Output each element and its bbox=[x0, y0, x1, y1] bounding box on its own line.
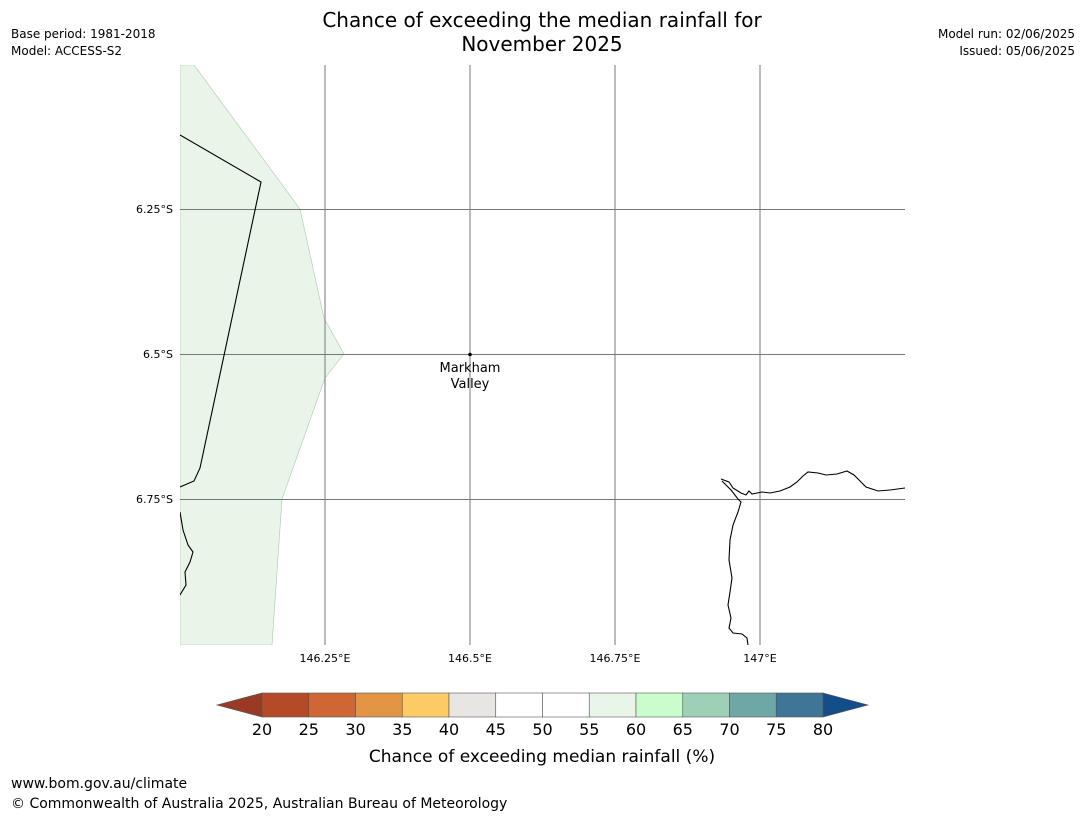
graticule bbox=[180, 65, 905, 645]
footer: www.bom.gov.au/climate © Commonwealth of… bbox=[11, 774, 507, 814]
colorbar-segment bbox=[261, 692, 310, 718]
longitude-label-147: 147°E bbox=[743, 652, 776, 665]
coastline-west bbox=[180, 511, 194, 596]
copyright-notice: © Commonwealth of Australia 2025, Austra… bbox=[11, 796, 508, 812]
colorbar-segment bbox=[308, 692, 356, 718]
map-title: Chance of exceeding the median rainfall … bbox=[242, 8, 842, 56]
colorbar-tick-label: 45 bbox=[486, 720, 506, 739]
latitude-label-6-75: 6.75°S bbox=[136, 493, 173, 506]
colorbar-tick-label: 35 bbox=[392, 720, 412, 739]
colorbar-tick-label: 80 bbox=[813, 720, 833, 739]
place-label-line-1: Markham bbox=[440, 361, 501, 376]
colorbar-label: Chance of exceeding median rainfall (%) bbox=[369, 747, 715, 767]
colorbar-segment bbox=[355, 692, 403, 718]
model-run-date: Model run: 02/06/2025 bbox=[937, 27, 1075, 41]
map-metadata-left: Base period: 1981-2018 Model: ACCESS-S2 bbox=[11, 26, 156, 60]
colorbar: 20 25 30 35 40 45 50 55 60 65 70 75 80 Chance of exc… bbox=[215, 692, 870, 767]
colorbar-segment bbox=[775, 692, 824, 718]
colorbar-above-arrow bbox=[822, 692, 870, 718]
colorbar-tick-label: 20 bbox=[252, 720, 272, 739]
website-link[interactable]: www.bom.gov.au/climate bbox=[11, 776, 188, 792]
coastline-east-south bbox=[721, 480, 749, 645]
colorbar-tick-label: 65 bbox=[673, 720, 693, 739]
map-frame bbox=[180, 65, 905, 645]
colorbar-segment bbox=[682, 692, 730, 718]
place-label-line-2: Valley bbox=[451, 377, 490, 392]
colorbar-ticks: 20 25 30 35 40 45 50 55 60 65 70 75 80 bbox=[252, 720, 833, 739]
title-line-2: November 2025 bbox=[461, 32, 623, 56]
map-metadata-right: Model run: 02/06/2025 Issued: 05/06/2025 bbox=[938, 26, 1075, 60]
colorbar-tick-label: 55 bbox=[579, 720, 599, 739]
colorbar-segment bbox=[729, 692, 777, 718]
colorbar-segment bbox=[588, 692, 637, 718]
longitude-label-146-75: 146.75°E bbox=[590, 652, 641, 665]
province-boundary bbox=[180, 134, 262, 488]
base-period: Base period: 1981-2018 bbox=[11, 27, 156, 41]
colorbar-tick-label: 50 bbox=[532, 720, 552, 739]
colorbar-segments bbox=[261, 692, 824, 718]
colorbar-tick-label: 25 bbox=[299, 720, 319, 739]
longitude-label-146-25: 146.25°E bbox=[300, 652, 351, 665]
colorbar-segment bbox=[401, 692, 450, 718]
markham-valley-marker bbox=[468, 352, 472, 357]
colorbar-tick-label: 75 bbox=[766, 720, 786, 739]
model-name: Model: ACCESS-S2 bbox=[11, 44, 123, 58]
latitude-label-6-5: 6.5°S bbox=[143, 348, 173, 361]
colorbar-tick-label: 70 bbox=[719, 720, 739, 739]
colorbar-tick-label: 30 bbox=[345, 720, 365, 739]
colorbar-below-arrow bbox=[215, 692, 263, 718]
issued-date: Issued: 05/06/2025 bbox=[959, 44, 1075, 58]
colorbar-segment bbox=[635, 692, 684, 718]
colorbar-tick-label: 60 bbox=[626, 720, 646, 739]
colorbar-tick-label: 40 bbox=[439, 720, 459, 739]
longitude-label-146-5: 146.5°E bbox=[448, 652, 492, 665]
latitude-label-6-25: 6.25°S bbox=[136, 203, 173, 216]
colorbar-segment bbox=[495, 692, 543, 718]
title-line-1: Chance of exceeding the median rainfall … bbox=[322, 8, 762, 32]
colorbar-segment bbox=[448, 692, 497, 718]
colorbar-segment bbox=[542, 692, 590, 718]
coastline-east bbox=[720, 470, 905, 496]
